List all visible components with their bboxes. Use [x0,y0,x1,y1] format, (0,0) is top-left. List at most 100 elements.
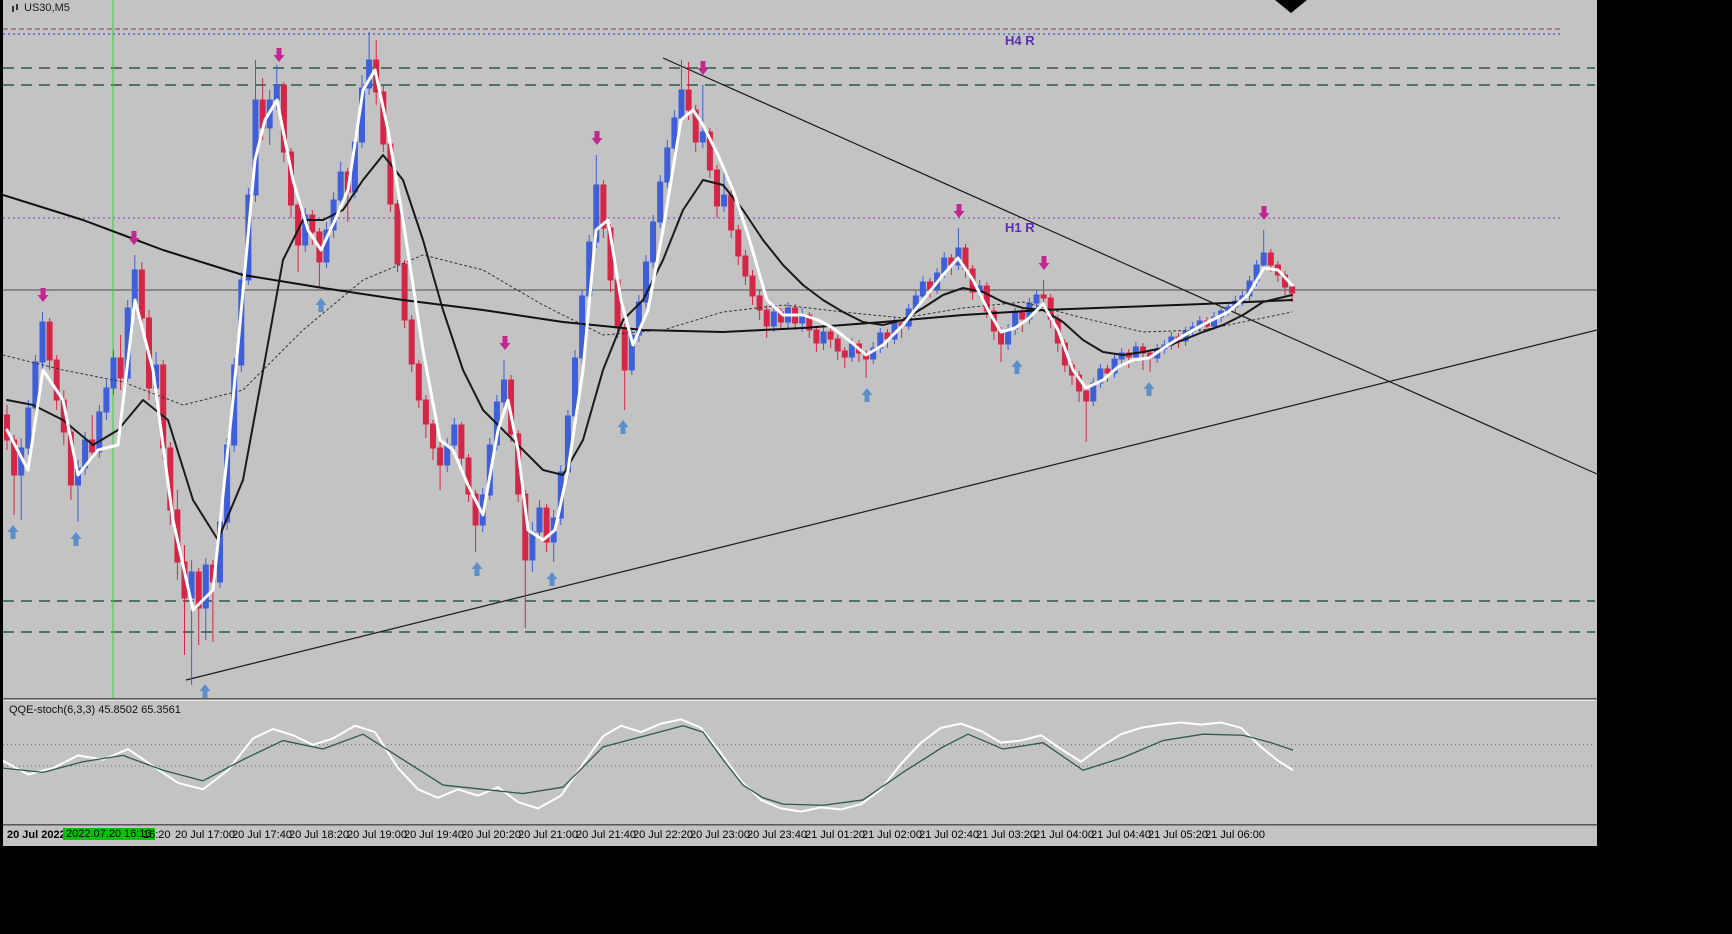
candle-up [451,424,458,446]
symbol-timeframe-label: US30,M5 [11,2,70,14]
indicator-canvas[interactable] [3,701,1597,824]
candle-down [472,493,479,526]
sell-arrow-icon [499,336,511,350]
time-axis-label: 20 Jul 19:00 [347,829,407,841]
candle-down [394,203,401,265]
candle-up [664,147,671,183]
candle-down [756,295,763,311]
candle-down [728,194,735,231]
time-axis[interactable]: 20 Jul 2022 2022.07.20 16:13 16:20 20 Jul 1… [3,826,1597,846]
white-ma-line [5,68,1294,612]
price-chart-canvas[interactable] [3,0,1597,698]
candle-up [1097,368,1104,384]
candle-down [408,319,415,365]
chart-window: US30,M5 H4 R H1 R QQE-stoch(6,3,3) 45.85… [3,0,1597,846]
sell-arrow-icon [591,131,603,145]
candle-down [11,439,18,476]
candle-down [138,269,145,319]
candle-up [699,131,706,143]
descending-trendline[interactable] [662,57,1597,475]
buy-arrow-icon [617,420,629,434]
sell-arrow-icon [697,61,709,75]
candle-up [579,295,586,359]
h1-resistance-label: H1 R [1005,220,1035,235]
candle-down [465,457,472,495]
buy-arrow-icon [7,525,19,539]
candle-down [685,89,692,111]
axis-divider [3,824,1597,826]
time-axis-label: 20 Jul 17:00 [175,829,235,841]
qqe-slow-green [3,725,1294,806]
main-chart-panel[interactable]: US30,M5 H4 R H1 R [3,0,1597,698]
panel-divider[interactable] [3,698,1597,701]
candle-down [621,327,628,371]
time-axis-label: 21 Jul 01:20 [805,829,865,841]
candle-up [39,321,46,363]
candle-up [643,261,649,303]
time-axis-label: 21 Jul 05:20 [1148,829,1208,841]
candle-down [195,571,202,609]
candle-up [955,247,962,266]
candle-up [770,311,777,327]
candle-up [337,171,344,201]
time-axis-label: 16:20 [143,829,171,841]
candle-down [834,338,841,352]
candle-up [1118,352,1125,360]
time-axis-label: 21 Jul 06:00 [1205,829,1265,841]
buy-arrow-icon [471,562,483,576]
qqe-fast-white [3,718,1294,813]
candle-up [721,194,728,207]
candle-up [671,117,678,149]
ascending-trendline[interactable] [185,329,1597,681]
indicator-name-label: QQE-stoch(6,3,3) 45.8502 65.3561 [9,704,181,716]
indicator-panel[interactable]: QQE-stoch(6,3,3) 45.8502 65.3561 [3,701,1597,824]
candle-down [117,357,124,379]
candle-up [678,89,685,119]
sell-arrow-icon [953,204,965,218]
candle-up [103,387,110,413]
candle-down [1040,294,1047,299]
candle-down [437,447,444,466]
sell-arrow-icon [128,231,140,245]
sell-arrow-icon [273,48,285,62]
buy-arrow-icon [199,684,211,698]
candle-down [813,329,820,344]
candle-down [1289,286,1296,294]
candle-up [273,84,280,101]
time-axis-label: 21 Jul 02:00 [862,829,922,841]
candle-up [536,507,543,533]
candle-down [422,399,429,425]
buy-arrow-icon [315,298,327,312]
candle-up [650,221,657,263]
candle-down [89,439,96,453]
candle-up [501,379,507,403]
candle-up [25,407,32,449]
candle-down [692,109,699,143]
time-axis-label: 20 Jul 20:20 [461,829,521,841]
sell-arrow-icon [37,288,49,302]
candle-down [543,507,550,543]
candle-down [600,184,607,229]
candle-up [32,361,39,409]
candle-down [401,263,408,321]
candle-up [96,411,103,453]
buy-arrow-icon [861,388,873,402]
candle-up [110,357,117,389]
time-axis-label-highlighted: 2022.07.20 16:13 [63,828,155,840]
candle-up [529,531,536,561]
medium-ma-line [6,154,1293,541]
time-axis-label: 20 Jul 23:40 [747,829,807,841]
candle-down [1267,252,1274,266]
candle-down [742,255,749,277]
candle-down [983,285,990,312]
candle-down [763,309,770,327]
candle-down [53,359,60,401]
chart-type-icon [11,3,20,13]
time-axis-label: 20 Jul 18:20 [289,829,349,841]
candle-up [1033,294,1040,304]
time-axis-label: 20 Jul 22:20 [633,829,693,841]
candle-down [706,131,713,171]
candle-down [714,169,720,207]
time-axis-label: 20 Jul 21:40 [576,829,636,841]
buy-arrow-icon [1143,382,1155,396]
